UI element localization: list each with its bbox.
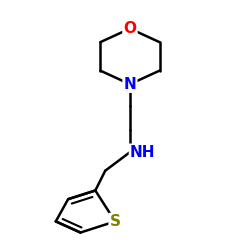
Text: S: S — [110, 214, 120, 229]
Text: NH: NH — [130, 145, 156, 160]
Text: O: O — [124, 21, 136, 36]
Text: N: N — [124, 77, 136, 92]
